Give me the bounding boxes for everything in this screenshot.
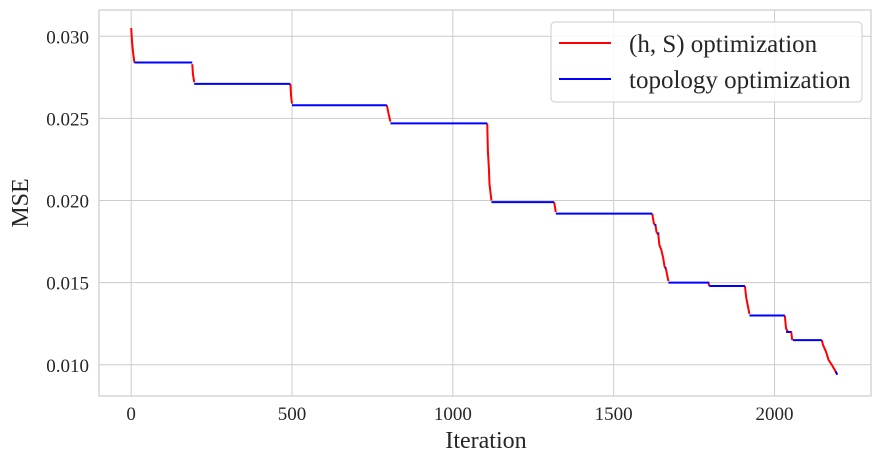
series-line-segment — [385, 105, 392, 122]
y-tick-label: 0.030 — [46, 27, 89, 48]
series-line-segment — [191, 64, 196, 83]
series-line-segment — [743, 285, 751, 315]
series-line-segment — [486, 123, 493, 201]
x-tick-label: 1500 — [595, 404, 633, 425]
y-axis-title: MSE — [8, 178, 34, 227]
x-tick-label: 1000 — [434, 404, 472, 425]
legend-label-hs: (h, S) optimization — [629, 31, 818, 58]
tick-labels: 0 500 1000 1500 2000 0.010 0.015 0.020 0.025 0.03… — [46, 27, 793, 425]
legend-box — [550, 21, 863, 103]
y-tick-label: 0.010 — [46, 356, 89, 377]
series-line-segment — [553, 202, 557, 213]
series-hs-optimization — [130, 28, 839, 376]
series-topology-optimization — [134, 61, 839, 376]
series-line-segment — [130, 28, 136, 63]
x-tick-label: 2000 — [756, 404, 794, 425]
legend-label-topology: topology optimization — [629, 67, 851, 94]
legend: (h, S) optimization topology optimizatio… — [550, 21, 863, 103]
x-tick-label: 0 — [126, 404, 136, 425]
y-tick-label: 0.025 — [46, 109, 89, 130]
series-line-segment — [834, 370, 839, 376]
y-tick-label: 0.020 — [46, 192, 89, 213]
x-tick-label: 500 — [278, 404, 307, 425]
y-tick-label: 0.015 — [46, 274, 89, 295]
grid — [99, 10, 871, 396]
series-layer — [130, 28, 839, 376]
series-line-segment — [289, 83, 293, 104]
series-line-segment — [820, 339, 839, 376]
x-axis-title: Iteration — [445, 428, 526, 454]
